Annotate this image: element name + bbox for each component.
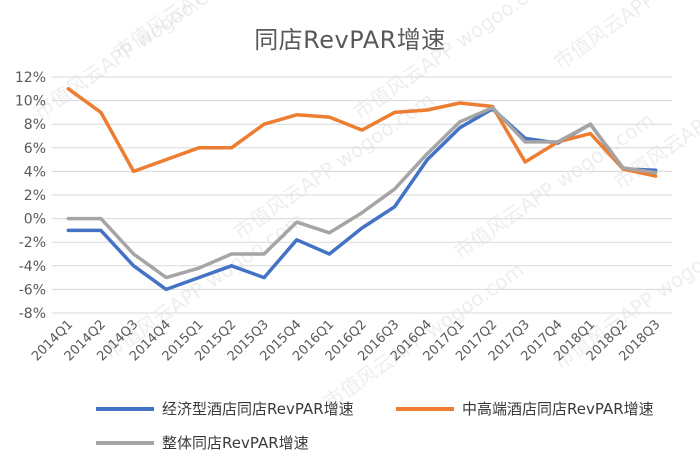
y-tick-label: -8% [19,306,46,322]
y-tick-label: 8% [24,117,46,133]
chart-title: 同店RevPAR增速 [254,26,446,54]
y-tick-label: 6% [24,141,46,157]
y-tick-label: -2% [19,235,46,251]
y-tick-label: 0% [24,212,46,228]
watermark-text: 市值风云APP wogoo.com [29,0,238,124]
legend-label: 中高端酒店同店RevPAR增速 [462,400,654,418]
legend-swatch [96,440,154,445]
y-tick-label: -6% [19,282,46,298]
y-tick-label: 10% [15,94,46,110]
series-lines [66,87,658,292]
legend-item-2: 中高端酒店同店RevPAR增速 [396,398,654,419]
legend-item-1: 经济型酒店同店RevPAR增速 [96,398,354,419]
legend-label: 经济型酒店同店RevPAR增速 [162,400,354,418]
y-axis: 12% 10% 8% 6% 4% 2% 0% -2% -4% -6% -8% [15,70,46,322]
series-line-3 [66,105,658,280]
y-tick-label: -4% [19,259,46,275]
legend-label: 整体同店RevPAR增速 [162,434,309,452]
legend-swatch [396,406,454,411]
x-axis: 2014Q12014Q22014Q32014Q42015Q12015Q22015… [29,317,663,364]
y-tick-label: 4% [24,164,46,180]
legend: 经济型酒店同店RevPAR增速 中高端酒店同店RevPAR增速整体同店RevPAR… [96,398,696,458]
watermark-text: 市值风云APP wogoo.com [549,0,700,74]
legend-swatch [96,406,154,411]
y-tick-label: 2% [24,188,46,204]
grid [52,76,672,314]
legend-item-3: 整体同店RevPAR增速 [96,432,309,453]
y-tick-label: 12% [15,70,46,86]
